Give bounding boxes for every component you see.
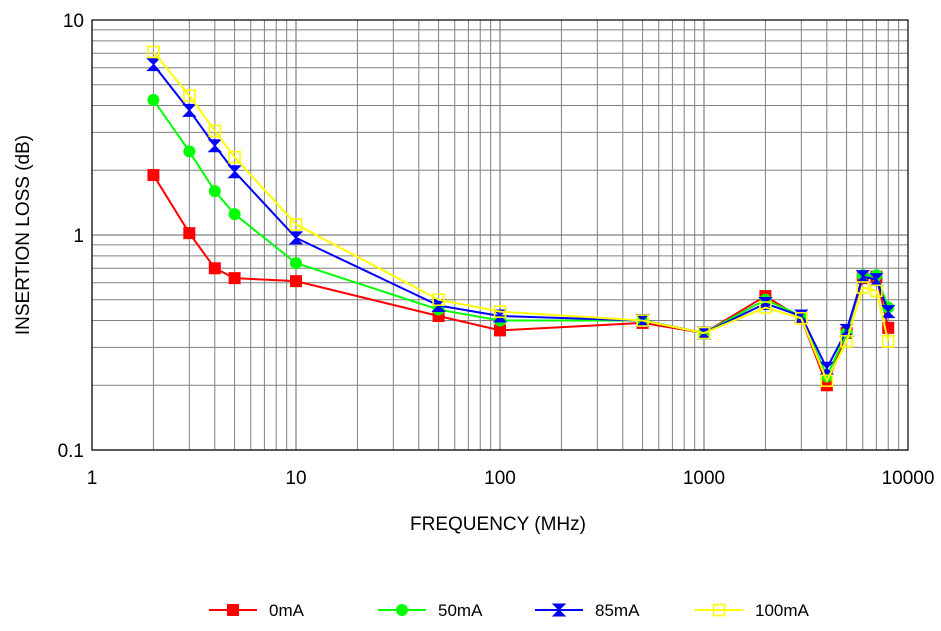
data-point [290, 257, 302, 270]
data-point [227, 165, 242, 179]
legend-marker [712, 603, 726, 617]
legend-marker [551, 603, 567, 617]
data-point [183, 227, 196, 240]
data-point [147, 93, 160, 106]
y-tick-labels: 0.1 1 10 [58, 11, 84, 462]
data-point [881, 335, 895, 348]
data-point [147, 169, 160, 182]
data-point [228, 208, 241, 221]
legend-item: 100mA [695, 601, 810, 620]
data-point [288, 231, 304, 245]
data-point [228, 150, 241, 164]
legend-item: 85mA [535, 601, 640, 620]
data-point [840, 335, 853, 348]
series-100mA [147, 45, 895, 388]
legend-item: 50mA [378, 601, 483, 620]
data-point [289, 218, 303, 231]
x-tick-label: 10 [285, 468, 306, 489]
data-point [432, 293, 445, 307]
legend-label: 85mA [595, 601, 640, 620]
data-point [759, 301, 772, 314]
legend-label: 0mA [269, 601, 305, 620]
legend-marker [227, 604, 239, 616]
data-point [820, 374, 834, 388]
x-axis-title: FREQUENCY (MHz) [410, 514, 586, 535]
data-point [856, 281, 870, 294]
data-point [146, 58, 161, 72]
x-tick-label: 1000 [683, 468, 725, 489]
data-point [636, 314, 649, 327]
data-point [795, 311, 808, 325]
data-point [697, 326, 711, 340]
x-tick-labels: 1 10 100 1000 10000 [87, 468, 935, 489]
data-point [494, 324, 506, 337]
legend-item: 0mA [209, 601, 305, 620]
y-axis-title: INSERTION LOSS (dB) [13, 135, 34, 335]
data-point [182, 103, 197, 117]
data-point [183, 89, 196, 102]
data-point [207, 139, 223, 153]
series-layer [146, 45, 896, 392]
data-point [208, 185, 221, 198]
x-tick-label: 10000 [882, 468, 935, 489]
grid [91, 20, 908, 451]
series-line [152, 51, 890, 384]
data-point [228, 272, 241, 285]
data-point [870, 284, 883, 298]
data-point [183, 145, 196, 158]
y-tick-label: 1 [73, 226, 84, 247]
y-tick-label: 10 [63, 11, 84, 32]
x-tick-label: 1 [87, 468, 98, 489]
data-point [492, 309, 508, 323]
data-point [820, 379, 833, 392]
data-point [208, 124, 222, 138]
data-point [493, 305, 507, 318]
legend-marker [396, 604, 408, 616]
data-point [208, 262, 221, 275]
legend-label: 100mA [755, 601, 810, 620]
legend-label: 50mA [438, 601, 483, 620]
legend: 0mA 50mA 85mA 100mA [209, 601, 810, 620]
plot-frame [91, 19, 909, 451]
data-point [290, 275, 302, 288]
data-point [147, 45, 160, 59]
y-tick-label: 0.1 [58, 441, 84, 462]
x-tick-label: 100 [484, 468, 516, 489]
